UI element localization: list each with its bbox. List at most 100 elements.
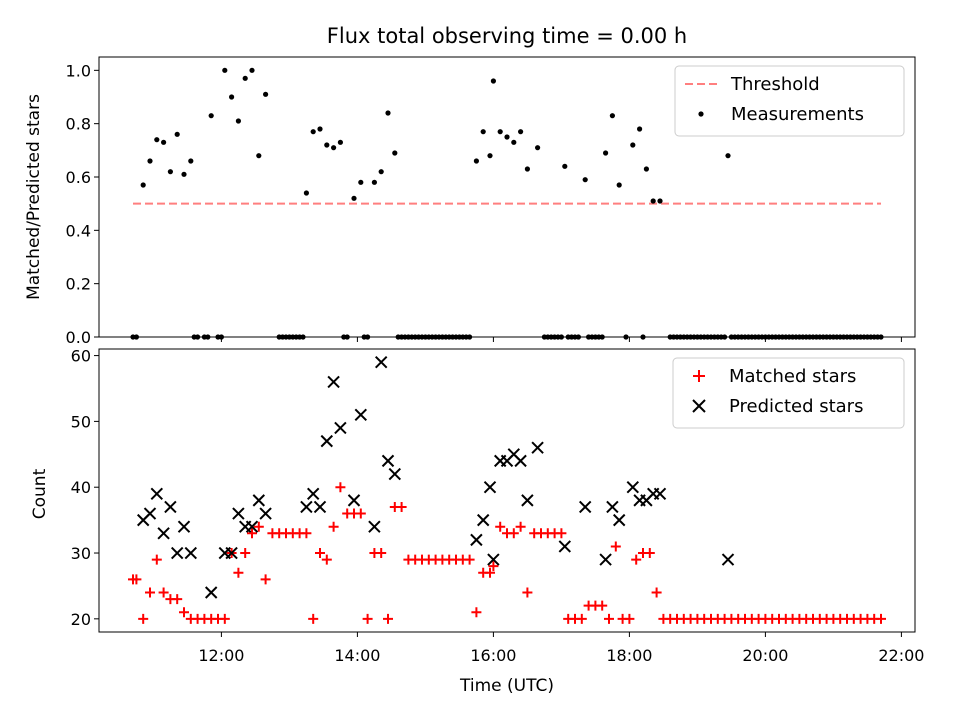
- top-y-tick-label: 1.0: [66, 61, 91, 80]
- measurement-point: [650, 198, 656, 204]
- predicted-star-point: [327, 375, 340, 389]
- measurement-point: [229, 94, 235, 100]
- measurement-point: [154, 137, 160, 143]
- matched-star-point: [396, 501, 407, 512]
- measurement-point: [480, 129, 486, 135]
- matched-star-point: [644, 548, 655, 559]
- matched-star-point: [515, 521, 526, 532]
- measurement-point: [167, 169, 173, 175]
- matched-star-point: [138, 613, 149, 624]
- predicted-star-point: [164, 500, 177, 514]
- measurement-point: [263, 91, 269, 97]
- top-y-tick-label: 0.4: [66, 221, 91, 240]
- matched-star-point: [151, 554, 162, 565]
- legend-entry-label: Threshold: [730, 74, 820, 95]
- measurement-point: [603, 150, 609, 156]
- bottom-x-tick-label: 14:00: [334, 646, 380, 665]
- bottom-y-tick-label: 40: [71, 478, 91, 497]
- predicted-star-point: [578, 500, 592, 514]
- matched-star-point: [376, 548, 387, 559]
- predicted-star-point: [143, 507, 157, 520]
- matched-star-point: [522, 587, 533, 598]
- legend-entry-label: Matched stars: [729, 366, 856, 387]
- measurement-point: [378, 169, 384, 175]
- predicted-star-point: [157, 527, 170, 540]
- matched-star-point: [301, 528, 312, 539]
- matched-star-point: [233, 567, 244, 578]
- measurement-point: [657, 198, 663, 204]
- matched-star-point: [610, 541, 621, 552]
- predicted-star-point: [388, 467, 402, 481]
- matched-star-point: [604, 613, 614, 624]
- bottom-x-tick-label: 12:00: [198, 646, 244, 665]
- measurement-point: [473, 158, 479, 164]
- matched-star-point: [464, 554, 475, 565]
- measurement-point: [317, 126, 323, 132]
- predicted-star-point: [150, 487, 164, 500]
- matched-star-point: [362, 613, 373, 624]
- predicted-star-point: [306, 487, 320, 500]
- predicted-star-point: [721, 553, 735, 566]
- matched-star-point: [260, 574, 271, 585]
- matched-star-point: [145, 587, 155, 598]
- matched-star-point: [247, 528, 257, 539]
- top-panel: 0.0 0.2 0.4 0.6 0.8 1.0 Threshold Measurements: [66, 56, 916, 347]
- top-y-tick-label: 0.2: [66, 275, 91, 294]
- predicted-star-point: [483, 481, 497, 494]
- measurement-point: [174, 131, 180, 137]
- top-y-tick-label: 0.8: [66, 115, 91, 134]
- legend-predicted-marker: [692, 399, 706, 413]
- top-y-axis-label: Matched/Predicted stars: [24, 94, 44, 300]
- measurement-point: [140, 182, 146, 188]
- predicted-star-point: [487, 553, 500, 566]
- bottom-x-tick-label: 20:00: [742, 646, 788, 665]
- measurement-point: [497, 129, 503, 135]
- bottom-panel: 20 30 40 50 60 12:00 14:00 16:00 18:00 20:00 22:00…: [71, 347, 925, 665]
- matched-star-point: [631, 554, 642, 565]
- measurement-point: [358, 179, 364, 185]
- predicted-star-point: [334, 421, 347, 435]
- legend-entry-label: Predicted stars: [729, 396, 863, 417]
- bottom-x-tick-label: 18:00: [606, 646, 652, 665]
- predicted-star-point: [300, 500, 313, 514]
- measurement-point: [616, 182, 622, 188]
- measurement-point: [256, 153, 262, 159]
- matched-star-point: [651, 587, 662, 598]
- matched-star-point: [321, 554, 332, 565]
- predicted-star-point: [514, 454, 527, 468]
- legend-entry-label: Measurements: [731, 104, 864, 125]
- matched-star-point: [383, 613, 393, 624]
- predicted-star-point: [177, 520, 191, 533]
- predicted-star-point: [259, 507, 272, 520]
- predicted-star-point: [170, 546, 184, 560]
- predicted-star-point: [368, 520, 381, 533]
- legend-matched-marker: [693, 370, 705, 382]
- top-legend: [674, 65, 905, 137]
- matched-star-point: [355, 508, 366, 519]
- matched-star-point: [624, 613, 635, 624]
- measurement-point: [337, 139, 343, 145]
- measurement-point: [524, 166, 531, 172]
- measurement-point: [609, 113, 616, 119]
- bottom-y-axis-label: Count: [30, 468, 50, 519]
- measurement-point: [637, 126, 643, 132]
- measurement-point: [222, 67, 228, 73]
- predicted-star-point: [354, 408, 368, 422]
- matched-star-point: [471, 607, 482, 618]
- predicted-star-point: [245, 520, 259, 533]
- bottom-x-tick-label: 16:00: [470, 646, 516, 665]
- bottom-x-tick-label: 22:00: [878, 646, 924, 665]
- matched-star-point: [219, 613, 230, 624]
- predicted-star-point: [612, 513, 626, 527]
- measurement-point: [392, 150, 398, 156]
- matched-star-point: [556, 528, 567, 539]
- matched-star-point: [335, 482, 346, 493]
- matched-star-point: [576, 613, 587, 624]
- predicted-star-point: [531, 441, 544, 454]
- measurement-point: [535, 145, 541, 151]
- matched-star-point: [158, 587, 169, 598]
- matched-star-point: [488, 561, 499, 572]
- measurement-point: [490, 78, 496, 84]
- measurement-point: [351, 195, 357, 201]
